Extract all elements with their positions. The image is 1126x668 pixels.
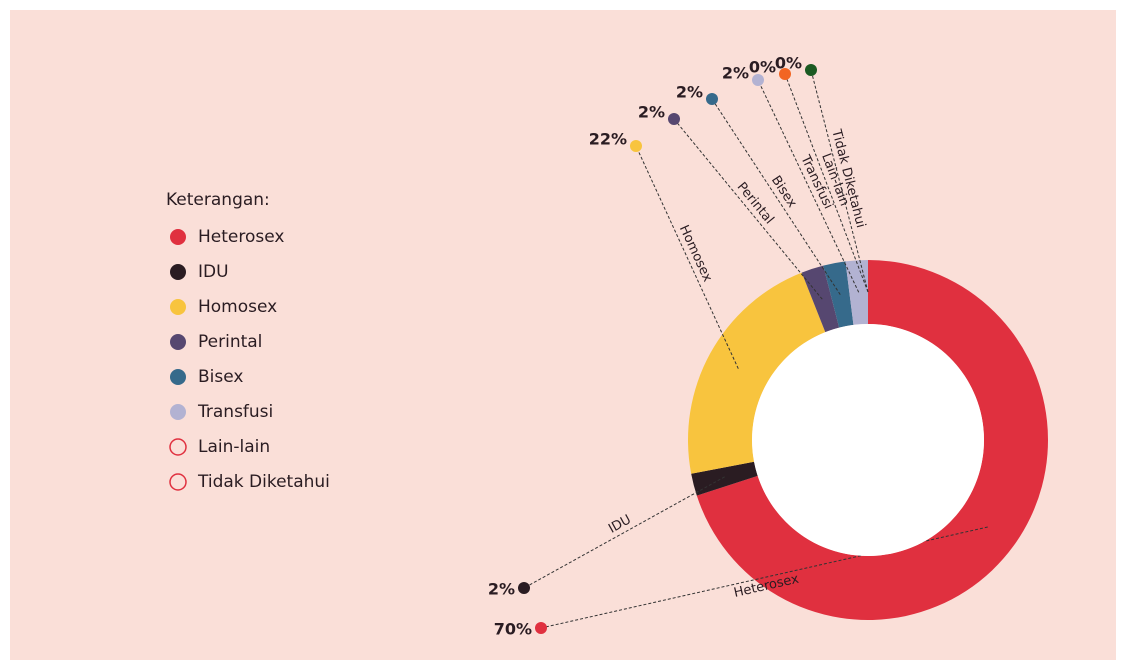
value-label: 2% (722, 64, 749, 83)
callout-dot (668, 113, 680, 125)
legend-marker (170, 334, 186, 350)
value-label: 70% (494, 620, 532, 639)
legend-marker (170, 299, 186, 315)
legend-label: Perintal (198, 332, 262, 352)
donut-segment (687, 272, 826, 474)
legend-label: IDU (198, 262, 229, 282)
leader-line (711, 98, 841, 295)
leader-line (810, 69, 869, 293)
callout-dot (805, 64, 817, 76)
donut-segment (801, 265, 840, 333)
callout-dot (535, 622, 547, 634)
legend-marker (170, 264, 186, 280)
legend-label: Bisex (198, 367, 243, 387)
callout-dot (518, 582, 530, 594)
callout-dot (630, 140, 642, 152)
value-label: 2% (638, 103, 665, 122)
legend-label: Heterosex (198, 227, 284, 247)
leader-line (523, 476, 725, 589)
callout-dot (706, 93, 718, 105)
value-label: 0% (749, 58, 776, 77)
legend-label: Lain-lain (198, 437, 270, 457)
donut-segment (691, 461, 758, 496)
legend-marker (170, 404, 186, 420)
value-label: 2% (488, 580, 515, 599)
value-label: 0% (775, 54, 802, 73)
leader-line (757, 79, 860, 293)
legend-label: Tidak Diketahui (197, 472, 330, 492)
leader-line (784, 73, 869, 293)
legend-marker (170, 369, 186, 385)
legend-marker (169, 473, 187, 491)
legend-marker (170, 229, 186, 245)
donut-segment (823, 261, 854, 328)
donut-hole (752, 324, 984, 556)
callout-dot (779, 68, 791, 80)
leader-line (635, 145, 739, 369)
callout-dot (752, 74, 764, 86)
legend-label: Transfusi (197, 402, 273, 422)
donut-segment (696, 260, 1049, 621)
legend-title: Keterangan: (166, 190, 270, 210)
legend-marker (169, 438, 187, 456)
legend-label: Homosex (198, 297, 277, 317)
value-label: 2% (676, 83, 703, 102)
leader-line (673, 118, 823, 300)
value-label: 22% (589, 130, 627, 149)
